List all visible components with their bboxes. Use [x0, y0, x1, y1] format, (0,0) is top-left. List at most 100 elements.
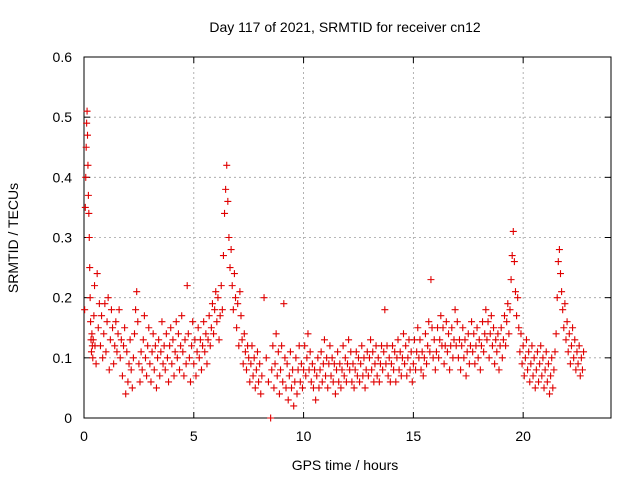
data-point: [387, 360, 395, 368]
data-point: [105, 366, 113, 374]
data-point: [237, 312, 245, 320]
data-point: [86, 264, 94, 272]
data-point: [324, 384, 332, 392]
data-point: [389, 342, 397, 350]
data-point: [539, 354, 547, 362]
data-point: [223, 161, 231, 169]
data-point: [480, 348, 488, 356]
data-point: [486, 330, 494, 338]
data-point: [192, 372, 200, 380]
data-point: [84, 161, 92, 169]
data-point: [217, 282, 225, 290]
data-point: [120, 342, 128, 350]
data-point: [304, 330, 312, 338]
data-point: [493, 348, 501, 356]
x-tick-label: 0: [80, 428, 88, 444]
data-point: [161, 366, 169, 374]
data-point: [218, 306, 226, 314]
data-point: [487, 312, 495, 320]
data-point: [163, 354, 171, 362]
data-point: [549, 384, 557, 392]
data-point: [424, 342, 432, 350]
data-point: [338, 366, 346, 374]
data-point: [212, 288, 220, 296]
data-point: [531, 384, 539, 392]
data-point: [313, 372, 321, 380]
data-point: [476, 366, 484, 374]
data-point: [286, 348, 294, 356]
data-point: [326, 342, 334, 350]
data-point: [122, 390, 130, 398]
data-point: [135, 360, 143, 368]
data-point: [145, 324, 153, 332]
data-point: [283, 360, 291, 368]
data-point: [306, 348, 314, 356]
data-point: [469, 348, 477, 356]
data-point: [117, 336, 125, 344]
data-point: [499, 336, 507, 344]
data-point: [252, 366, 260, 374]
data-point: [356, 378, 364, 386]
data-point: [229, 306, 237, 314]
data-point: [506, 306, 514, 314]
data-point: [570, 354, 578, 362]
data-point: [488, 342, 496, 350]
data-point: [395, 366, 403, 374]
data-point: [541, 366, 549, 374]
data-point: [200, 318, 208, 326]
data-point: [141, 354, 149, 362]
data-point: [334, 348, 342, 356]
data-point: [375, 378, 383, 386]
x-tick-label: 5: [190, 428, 198, 444]
data-point: [170, 372, 178, 380]
data-point: [81, 203, 89, 211]
data-point: [112, 318, 120, 326]
data-point: [101, 300, 109, 308]
data-point: [150, 366, 158, 374]
data-point: [133, 288, 141, 296]
data-point: [109, 324, 117, 332]
data-point: [140, 312, 148, 320]
data-point: [189, 318, 197, 326]
data-point: [548, 354, 556, 362]
data-point: [257, 390, 265, 398]
data-point: [143, 372, 151, 380]
data-point: [477, 342, 485, 350]
data-point: [571, 336, 579, 344]
data-point: [416, 336, 424, 344]
axes: 0 5 10 15 20 0 0.1 0.2 0.3 0.4 0.5 0.6: [53, 49, 611, 444]
data-point: [194, 324, 202, 332]
data-point: [240, 330, 248, 338]
data-point: [225, 234, 233, 241]
data-point: [328, 354, 336, 362]
data-point: [199, 342, 207, 350]
data-point: [98, 312, 106, 320]
data-point: [221, 209, 229, 217]
data-point: [284, 396, 292, 404]
data-point: [146, 360, 154, 368]
data-point: [280, 300, 288, 308]
data-point: [529, 372, 537, 380]
data-point: [339, 342, 347, 350]
data-point: [111, 342, 119, 350]
data-point: [201, 348, 209, 356]
data-point: [368, 366, 376, 374]
data-point: [519, 342, 527, 350]
data-point: [317, 348, 325, 356]
data-point: [460, 354, 468, 362]
data-point: [494, 330, 502, 338]
data-point: [167, 324, 175, 332]
data-point: [173, 354, 181, 362]
data-point: [555, 246, 563, 254]
data-point: [374, 354, 382, 362]
data-point: [100, 330, 108, 338]
data-point: [298, 384, 306, 392]
data-point: [348, 378, 356, 386]
data-point: [154, 354, 162, 362]
data-point: [426, 348, 434, 356]
data-point: [292, 354, 300, 362]
data-point: [230, 270, 238, 278]
data-point: [431, 366, 439, 374]
data-point: [84, 131, 92, 139]
